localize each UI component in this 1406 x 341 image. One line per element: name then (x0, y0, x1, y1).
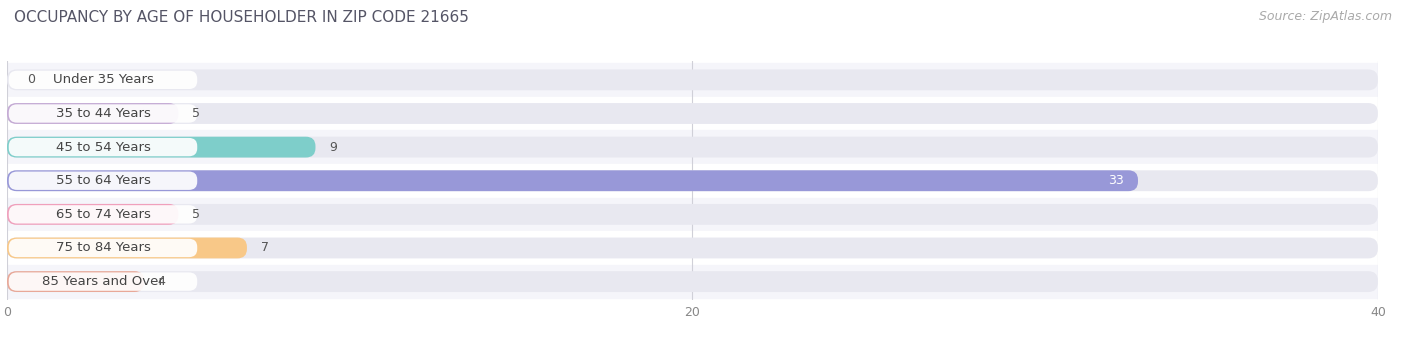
Text: 85 Years and Over: 85 Years and Over (42, 275, 165, 288)
FancyBboxPatch shape (8, 71, 197, 89)
FancyBboxPatch shape (7, 271, 1378, 292)
FancyBboxPatch shape (7, 170, 1137, 191)
Bar (7, 63, 1378, 97)
FancyBboxPatch shape (7, 170, 1378, 191)
Text: 7: 7 (260, 241, 269, 254)
Text: 35 to 44 Years: 35 to 44 Years (56, 107, 150, 120)
Text: 45 to 54 Years: 45 to 54 Years (56, 140, 150, 153)
Text: 55 to 64 Years: 55 to 64 Years (56, 174, 150, 187)
FancyBboxPatch shape (7, 204, 1378, 225)
FancyBboxPatch shape (7, 137, 315, 158)
FancyBboxPatch shape (8, 205, 197, 223)
FancyBboxPatch shape (8, 272, 197, 291)
Text: Under 35 Years: Under 35 Years (52, 73, 153, 86)
Text: 4: 4 (157, 275, 166, 288)
FancyBboxPatch shape (8, 239, 197, 257)
Bar (7, 97, 1378, 130)
FancyBboxPatch shape (7, 204, 179, 225)
FancyBboxPatch shape (7, 238, 247, 258)
FancyBboxPatch shape (7, 103, 1378, 124)
FancyBboxPatch shape (7, 137, 1378, 158)
FancyBboxPatch shape (8, 172, 197, 190)
Bar (7, 265, 1378, 298)
Text: 33: 33 (1108, 174, 1125, 187)
Text: 9: 9 (329, 140, 337, 153)
FancyBboxPatch shape (8, 138, 197, 156)
FancyBboxPatch shape (7, 238, 1378, 258)
Text: OCCUPANCY BY AGE OF HOUSEHOLDER IN ZIP CODE 21665: OCCUPANCY BY AGE OF HOUSEHOLDER IN ZIP C… (14, 10, 470, 25)
Bar (7, 197, 1378, 231)
Text: 75 to 84 Years: 75 to 84 Years (56, 241, 150, 254)
Text: Source: ZipAtlas.com: Source: ZipAtlas.com (1258, 10, 1392, 23)
FancyBboxPatch shape (7, 103, 179, 124)
FancyBboxPatch shape (7, 70, 1378, 90)
Text: 5: 5 (193, 107, 200, 120)
Text: 0: 0 (28, 73, 35, 86)
Text: 65 to 74 Years: 65 to 74 Years (56, 208, 150, 221)
Bar (7, 164, 1378, 197)
Bar (7, 130, 1378, 164)
FancyBboxPatch shape (8, 104, 197, 123)
Bar (7, 231, 1378, 265)
Text: 5: 5 (193, 208, 200, 221)
FancyBboxPatch shape (7, 271, 145, 292)
